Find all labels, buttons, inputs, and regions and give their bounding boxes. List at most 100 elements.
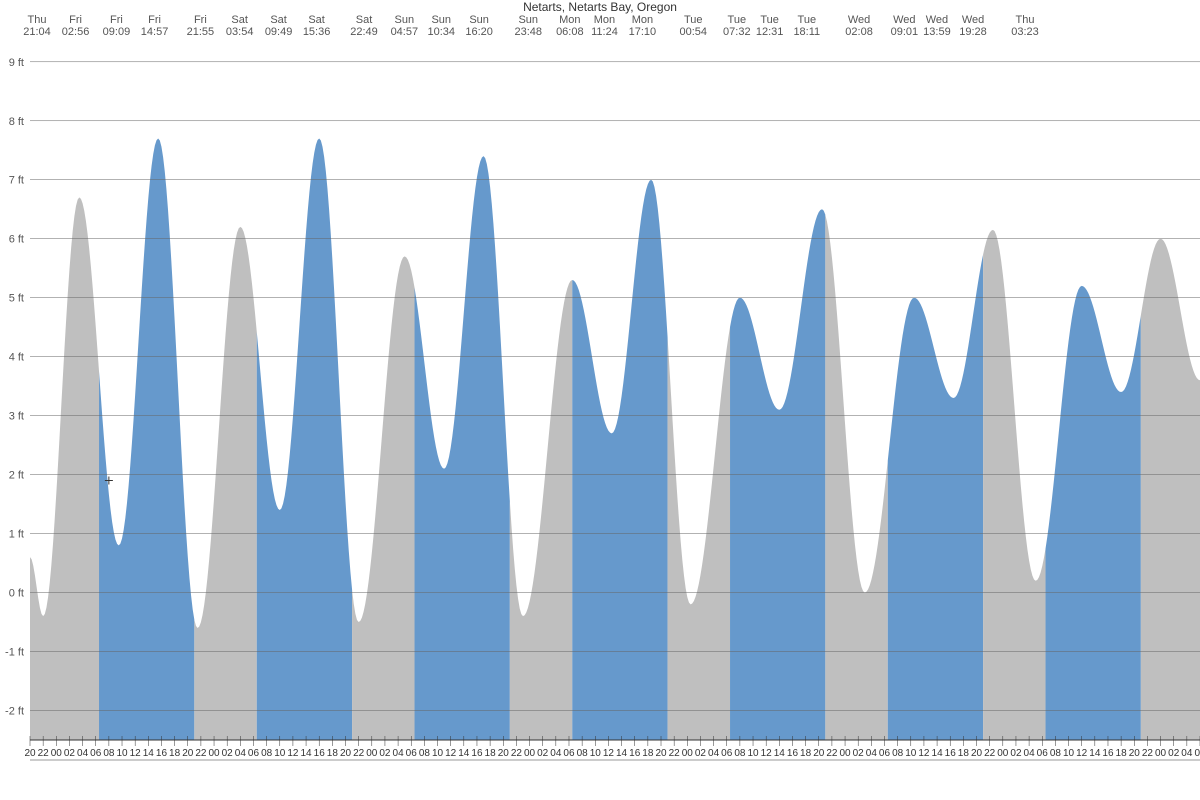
- x-tick-label: 06: [248, 748, 260, 759]
- top-time-day: Tue: [787, 14, 827, 26]
- x-tick-label: 02: [537, 748, 549, 759]
- top-time-hour: 11:24: [584, 26, 624, 38]
- x-tick-label: 08: [892, 748, 904, 759]
- top-time-hour: 13:59: [917, 26, 957, 38]
- top-time-hour: 09:49: [259, 26, 299, 38]
- x-tick-label: 06: [90, 748, 102, 759]
- x-tick-label: 08: [577, 748, 589, 759]
- x-tick-label: 22: [353, 748, 365, 759]
- top-time-label: Tue00:54: [673, 14, 713, 38]
- x-tick-label: 20: [971, 748, 983, 759]
- y-tick-label: 7 ft: [9, 175, 24, 187]
- x-tick-label: 22: [1142, 748, 1154, 759]
- top-time-day: Fri: [180, 14, 220, 26]
- x-tick-label: 20: [24, 748, 36, 759]
- top-time-label: Fri21:55: [180, 14, 220, 38]
- y-tick-label: 3 ft: [9, 411, 24, 423]
- y-tick-label: 5 ft: [9, 293, 24, 305]
- top-time-day: Fri: [96, 14, 136, 26]
- tide-svg: -2 ft-1 ft0 ft1 ft2 ft3 ft4 ft5 ft6 ft7 …: [30, 50, 1200, 770]
- top-time-label: Sat03:54: [220, 14, 260, 38]
- x-tick-label: 00: [366, 748, 378, 759]
- top-time-hour: 15:36: [297, 26, 337, 38]
- x-tick-label: 02: [1010, 748, 1022, 759]
- top-time-label: Sun23:48: [508, 14, 548, 38]
- x-tick-label: 00: [1155, 748, 1167, 759]
- x-tick-label: 04: [1024, 748, 1036, 759]
- x-tick-label: 06: [1194, 748, 1200, 759]
- x-tick-label: 00: [997, 748, 1009, 759]
- top-time-day: Mon: [622, 14, 662, 26]
- top-time-day: Wed: [953, 14, 993, 26]
- x-tick-label: 02: [64, 748, 76, 759]
- x-tick-label: 16: [945, 748, 957, 759]
- top-time-label: Mon17:10: [622, 14, 662, 38]
- top-time-hour: 03:23: [1005, 26, 1045, 38]
- y-tick-label: 6 ft: [9, 234, 24, 246]
- top-time-hour: 00:54: [673, 26, 713, 38]
- top-time-day: Tue: [673, 14, 713, 26]
- top-time-day: Fri: [135, 14, 175, 26]
- x-tick-label: 18: [1116, 748, 1128, 759]
- top-time-label: Wed02:08: [839, 14, 879, 38]
- x-tick-label: 06: [721, 748, 733, 759]
- top-time-hour: 10:34: [421, 26, 461, 38]
- x-tick-label: 18: [327, 748, 339, 759]
- top-time-day: Sun: [508, 14, 548, 26]
- top-time-label: Sun16:20: [459, 14, 499, 38]
- top-time-hour: 14:57: [135, 26, 175, 38]
- y-tick-label: 8 ft: [9, 116, 24, 128]
- top-time-day: Fri: [56, 14, 96, 26]
- top-time-label: Fri09:09: [96, 14, 136, 38]
- top-time-label: Sat09:49: [259, 14, 299, 38]
- top-time-day: Wed: [917, 14, 957, 26]
- x-tick-label: 10: [747, 748, 759, 759]
- top-time-day: Wed: [839, 14, 879, 26]
- y-tick-label: 4 ft: [9, 352, 24, 364]
- x-tick-label: 00: [51, 748, 63, 759]
- x-tick-label: 02: [695, 748, 707, 759]
- top-time-label: Sat15:36: [297, 14, 337, 38]
- x-tick-label: 18: [642, 748, 654, 759]
- x-tick-label: 04: [393, 748, 405, 759]
- x-tick-label: 04: [866, 748, 878, 759]
- top-time-hour: 02:56: [56, 26, 96, 38]
- x-tick-label: 10: [1063, 748, 1075, 759]
- top-time-label: Tue18:11: [787, 14, 827, 38]
- top-time-label: Sat22:49: [344, 14, 384, 38]
- x-tick-label: 08: [103, 748, 115, 759]
- x-tick-label: 00: [682, 748, 694, 759]
- top-time-label: Sun10:34: [421, 14, 461, 38]
- top-time-label: Tue12:31: [750, 14, 790, 38]
- top-time-day: Thu: [1005, 14, 1045, 26]
- x-tick-label: 04: [235, 748, 247, 759]
- x-tick-label: 02: [1168, 748, 1180, 759]
- y-tick-label: 0 ft: [9, 588, 24, 600]
- x-tick-label: 16: [629, 748, 641, 759]
- x-tick-label: 20: [182, 748, 194, 759]
- y-tick-label: -2 ft: [5, 706, 24, 718]
- x-tick-label: 12: [918, 748, 930, 759]
- x-tick-label: 08: [419, 748, 431, 759]
- tide-chart: Netarts, Netarts Bay, Oregon Thu21:04Fri…: [0, 0, 1200, 800]
- top-time-label: Wed13:59: [917, 14, 957, 38]
- top-time-day: Tue: [750, 14, 790, 26]
- x-tick-label: 16: [314, 748, 326, 759]
- x-tick-label: 14: [458, 748, 470, 759]
- top-time-label: Fri14:57: [135, 14, 175, 38]
- x-tick-label: 20: [1129, 748, 1141, 759]
- x-tick-label: 12: [1076, 748, 1088, 759]
- top-time-day: Sat: [220, 14, 260, 26]
- x-tick-label: 16: [787, 748, 799, 759]
- x-tick-label: 08: [1050, 748, 1062, 759]
- y-tick-label: -1 ft: [5, 647, 24, 659]
- top-time-label: Thu03:23: [1005, 14, 1045, 38]
- x-tick-label: 20: [813, 748, 825, 759]
- x-tick-label: 04: [1181, 748, 1193, 759]
- x-tick-label: 00: [524, 748, 536, 759]
- x-tick-label: 22: [511, 748, 523, 759]
- top-time-hour: 23:48: [508, 26, 548, 38]
- x-tick-label: 04: [550, 748, 562, 759]
- top-time-hour: 18:11: [787, 26, 827, 38]
- top-time-day: Sun: [421, 14, 461, 26]
